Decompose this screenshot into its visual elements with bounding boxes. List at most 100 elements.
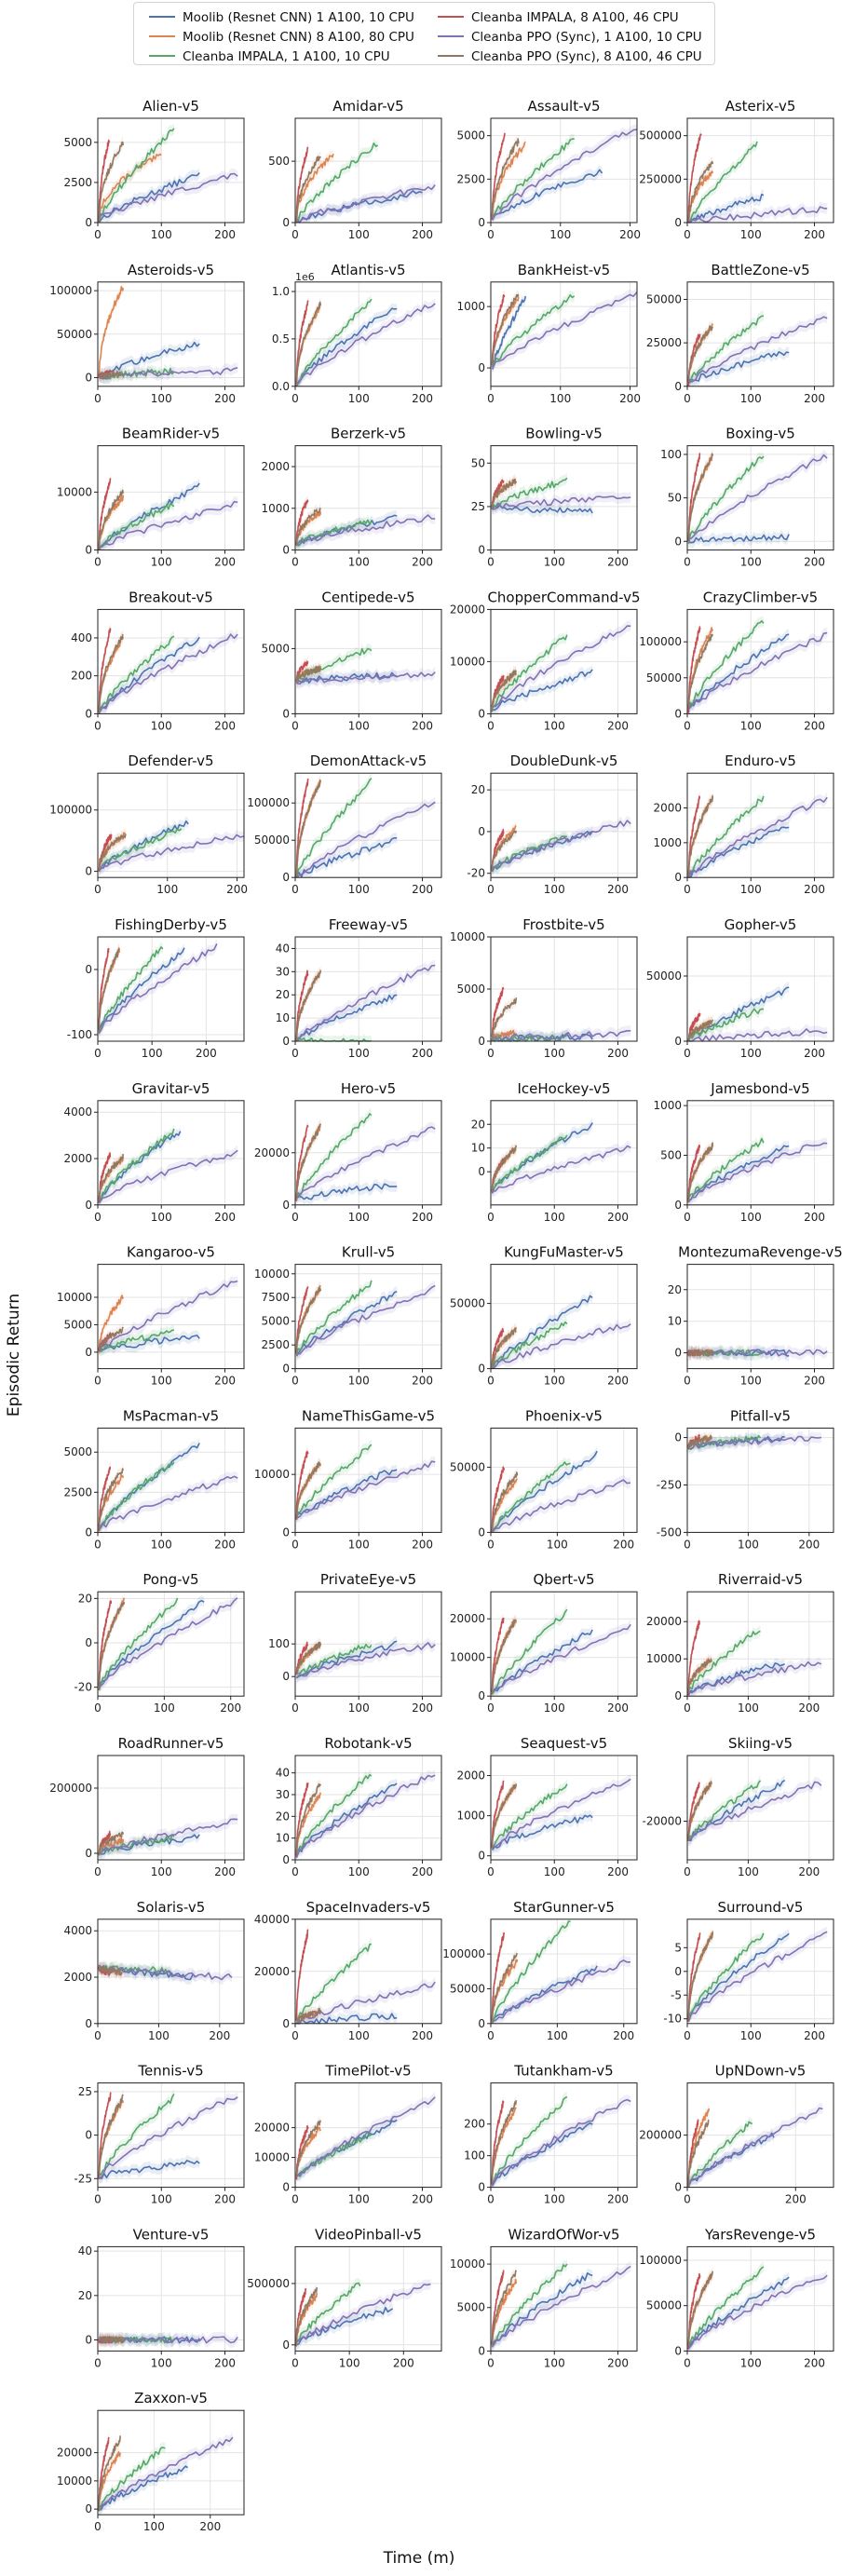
x-tick-label: 200 (412, 719, 433, 732)
series-band (688, 2271, 790, 2352)
y-tick-label: 500 (660, 1148, 682, 1161)
axes-frame (97, 1264, 245, 1370)
series-line (295, 1183, 398, 1200)
x-tick-label: 100 (154, 1702, 175, 1715)
x-tick-label: 100 (740, 556, 762, 569)
series-line (99, 2160, 200, 2179)
y-tick-label: 4000 (63, 1105, 92, 1119)
y-tick-label: 5000 (63, 1445, 92, 1458)
y-tick-label: 10000 (450, 655, 485, 668)
series-line (491, 1814, 593, 1851)
panel-title: Venture-v5 (133, 2226, 210, 2243)
y-tick-label: 40 (276, 1767, 290, 1780)
y-tick-label: 40000 (254, 1913, 290, 1926)
panel-title: FishingDerby-v5 (115, 916, 227, 933)
series-line (491, 138, 520, 217)
x-tick-label: 200 (619, 392, 641, 405)
x-tick-label: 0 (487, 1538, 495, 1551)
y-tick-label: 1000 (456, 300, 485, 313)
x-tick-label: 200 (607, 2356, 629, 2369)
series-line (98, 1152, 112, 1203)
panel-title: CrazyClimber-v5 (703, 589, 818, 605)
y-tick-label: 5000 (456, 2301, 485, 2314)
series-line (296, 298, 373, 386)
series-line (98, 1153, 125, 1199)
x-tick-label: 100 (544, 1211, 565, 1224)
series-line (295, 779, 321, 878)
series-line (687, 796, 714, 875)
y-tick-label: 4000 (63, 1924, 92, 1937)
series-line (687, 627, 714, 712)
x-tick-label: 200 (214, 556, 236, 569)
x-tick-label: 200 (804, 1211, 825, 1224)
y-tick-label: 50 (668, 492, 682, 505)
x-tick-label: 0 (487, 1211, 495, 1224)
x-tick-label: 100 (738, 1538, 759, 1551)
series-band (296, 1769, 372, 1860)
x-tick-label: 0 (94, 883, 102, 896)
series-line (491, 1450, 598, 1533)
panel-title: WizardOfWor-v5 (508, 2226, 619, 2243)
x-tick-label: 0 (291, 2356, 299, 2369)
chart-panel: Surround-v5 0 100 200 -10 -5 0 5 (663, 1899, 834, 2042)
series-line (295, 778, 373, 877)
series-line (687, 1142, 714, 1203)
series-band (296, 1464, 398, 1522)
series-line (98, 1466, 112, 1532)
series-band (688, 451, 764, 549)
axes-frame (490, 2245, 638, 2352)
chart-panel: Robotank-v5 0 100 200 0 10 20 30 40 (276, 1735, 442, 1878)
series-line (687, 2107, 823, 2188)
series-line (491, 2263, 568, 2348)
y-tick-label: -250 (657, 1478, 682, 1491)
series-line (98, 1332, 112, 1352)
axes-frame (490, 281, 638, 387)
series-band (99, 1123, 174, 1205)
x-tick-label: 0 (94, 1375, 102, 1388)
series-line (491, 1783, 518, 1848)
y-tick-label: 20000 (450, 603, 485, 616)
series-line (295, 1783, 398, 1855)
series-line (491, 295, 527, 368)
series-line (98, 834, 127, 869)
axes-frame (294, 608, 442, 714)
x-tick-label: 0 (487, 228, 495, 241)
chart-panel: DemonAttack-v5 0 100 200 0 50000 100000 (247, 752, 442, 896)
y-tick-label: -5 (671, 1988, 682, 2001)
series-band (492, 2095, 631, 2188)
x-tick-label: 200 (607, 2193, 629, 2206)
series-line (98, 2436, 110, 2512)
series-band (99, 2088, 174, 2180)
y-tick-label: 0 (478, 1525, 485, 1539)
y-tick-label: 2000 (63, 1152, 92, 1165)
x-tick-label: 0 (94, 2193, 102, 2206)
x-tick-label: 100 (143, 2520, 165, 2533)
series-line (687, 633, 714, 709)
series-band (296, 773, 308, 878)
panel-title: StarGunner-v5 (513, 1899, 615, 1916)
y-tick-label: 5 (674, 1941, 682, 1954)
chart-panel: FishingDerby-v50 100 200-1000 (67, 916, 245, 1060)
x-tick-label: 200 (804, 392, 825, 405)
x-tick-label: 0 (684, 1865, 691, 1878)
series-band (296, 1779, 321, 1859)
panel-title: Breakout-v5 (129, 589, 213, 605)
y-tick-label: 100000 (639, 2254, 682, 2267)
chart-panel: TimePilot-v5 0 100 200 0 10000 20000 (254, 2063, 442, 2206)
series-line (98, 2096, 238, 2180)
x-tick-label: 200 (199, 2520, 221, 2533)
series-band (99, 365, 124, 384)
panel-title: Krull-v5 (342, 1244, 395, 1261)
x-tick-label: 200 (214, 392, 236, 405)
series-line (98, 820, 189, 872)
y-tick-label: 0 (282, 1670, 290, 1683)
series-line (98, 633, 124, 712)
series-line (491, 2278, 518, 2346)
chart-panel: Assault-v5 0 100 200 0 2500 5000 (456, 98, 641, 241)
x-tick-label: 0 (94, 556, 102, 569)
series-line (687, 1012, 701, 1042)
y-tick-label: 1.0 (272, 285, 290, 298)
series-band (688, 2270, 828, 2352)
